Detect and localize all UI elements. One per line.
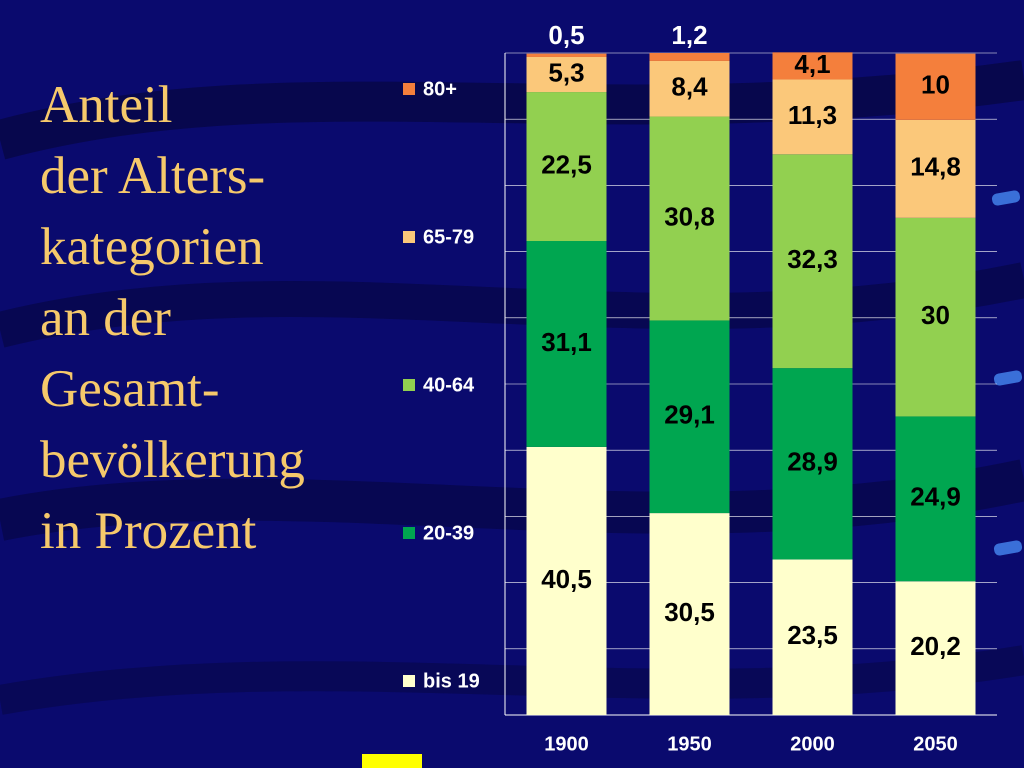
bar-segment [526,92,607,242]
x-tick-label: 2000 [790,733,835,755]
title-line: der Alters- [40,147,266,205]
bar-segment [895,416,976,582]
data-label: 29,1 [664,400,715,430]
data-label: 32,3 [787,244,838,274]
legend-swatch [403,231,415,243]
bar-segment [772,368,853,560]
legend-swatch [403,83,415,95]
bar-segment [772,79,853,155]
data-label: 28,9 [787,447,838,477]
bar-segment [649,320,730,514]
bar-segment [649,53,730,61]
bar-segment [526,53,607,57]
title-line: Anteil [40,76,173,134]
legend-label: 20-39 [423,522,474,544]
slide-title: Anteil der Alters- kategorien an der Ges… [40,70,380,567]
data-label: 5,3 [548,57,584,87]
x-tick-label: 1950 [667,733,712,755]
data-label: 1,2 [671,20,707,50]
title-line: an der [40,289,171,347]
bar-segment [895,119,976,218]
bar-segment [895,581,976,715]
bar-segment [895,53,976,120]
bar-segment [526,241,607,447]
legend-label: 65-79 [423,226,474,248]
data-label: 31,1 [541,327,592,357]
data-label: 40,5 [541,564,592,594]
bar-segment [772,559,853,715]
data-label: 10 [921,70,950,100]
data-label: 24,9 [910,482,961,512]
data-label: 30 [921,300,950,330]
bar-segment [772,52,853,80]
data-label: 30,8 [664,201,715,231]
title-line: in Prozent [40,502,257,560]
title-line: kategorien [40,218,264,276]
x-tick-label: 1900 [544,733,589,755]
data-label: 22,5 [541,149,592,179]
x-tick-label: 2050 [913,733,958,755]
bar-segment [526,56,607,93]
bar-segment [649,116,730,321]
bar-segment [526,446,607,715]
data-label: 30,5 [664,597,715,627]
title-line: Gesamt- [40,360,220,418]
data-label: 4,1 [794,49,830,79]
legend-label: 80+ [423,78,457,100]
title-line: bevölkerung [40,431,305,489]
bar-segment [649,513,730,715]
data-label: 8,4 [671,72,708,102]
legend-label: bis 19 [423,670,480,692]
bar-segment [772,154,853,369]
data-label: 11,3 [788,100,837,130]
data-label: 23,5 [787,620,838,650]
legend-label: 40-64 [423,374,475,396]
bar-segment [895,217,976,417]
bar-segment [649,60,730,117]
decorative-yellow-block [362,754,422,768]
data-label: 14,8 [910,152,961,182]
legend-swatch [403,527,415,539]
data-label: 20,2 [910,631,961,661]
data-label: 0,5 [548,20,584,50]
legend-swatch [403,379,415,391]
legend-swatch [403,675,415,687]
